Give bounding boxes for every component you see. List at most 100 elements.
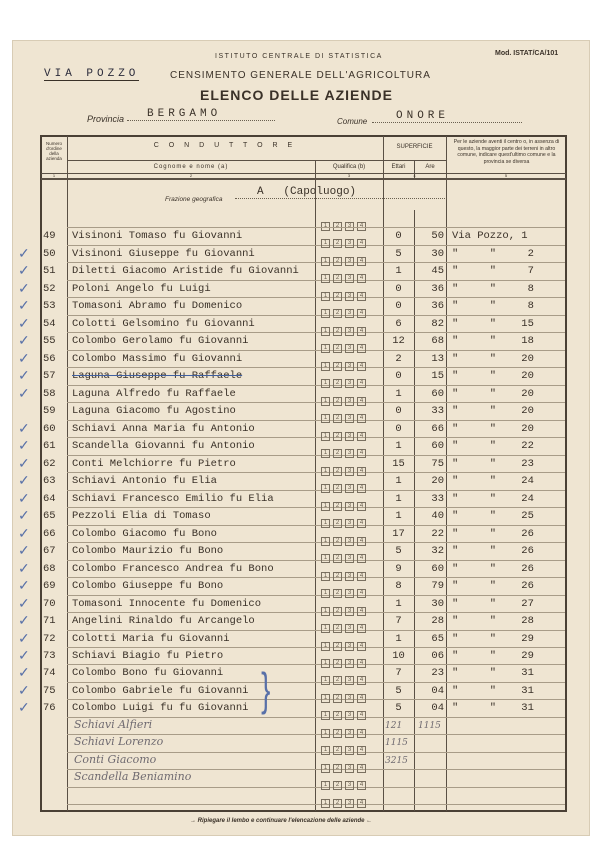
qualifica-option-3[interactable]: 3 — [345, 781, 354, 791]
qualifica-option-2[interactable]: 2 — [333, 606, 342, 616]
qualifica-option-4[interactable]: 4 — [357, 676, 366, 686]
qualifica-option-1[interactable]: 1 — [321, 711, 330, 721]
qualifica-option-1[interactable]: 1 — [321, 449, 330, 459]
qualifica-option-1[interactable]: 1 — [321, 589, 330, 599]
qualifica-option-1[interactable]: 1 — [321, 554, 330, 564]
qualifica-option-1[interactable]: 1 — [321, 274, 330, 284]
qualifica-option-1[interactable]: 1 — [321, 239, 330, 249]
qualifica-option-2[interactable]: 2 — [333, 256, 342, 266]
qualifica-option-4[interactable]: 4 — [357, 484, 366, 494]
qualifica-option-1[interactable]: 1 — [321, 746, 330, 756]
qualifica-option-2[interactable]: 2 — [333, 554, 342, 564]
qualifica-option-1[interactable]: 1 — [321, 414, 330, 424]
qualifica-option-2[interactable]: 2 — [333, 449, 342, 459]
qualifica-option-1[interactable]: 1 — [321, 728, 330, 738]
qualifica-option-3[interactable]: 3 — [345, 728, 354, 738]
qualifica-option-2[interactable]: 2 — [333, 291, 342, 301]
qualifica-option-3[interactable]: 3 — [345, 309, 354, 319]
qualifica-option-2[interactable]: 2 — [333, 711, 342, 721]
qualifica-option-3[interactable]: 3 — [345, 484, 354, 494]
qualifica-option-4[interactable]: 4 — [357, 571, 366, 581]
qualifica-option-3[interactable]: 3 — [345, 589, 354, 599]
qualifica-option-2[interactable]: 2 — [333, 728, 342, 738]
qualifica-option-4[interactable]: 4 — [357, 466, 366, 476]
qualifica-option-4[interactable]: 4 — [357, 274, 366, 284]
qualifica-option-1[interactable]: 1 — [321, 396, 330, 406]
qualifica-option-2[interactable]: 2 — [333, 536, 342, 546]
qualifica-option-1[interactable]: 1 — [321, 659, 330, 668]
qualifica-option-4[interactable]: 4 — [357, 519, 366, 529]
qualifica-option-3[interactable]: 3 — [345, 659, 354, 668]
qualifica-option-3[interactable]: 3 — [345, 554, 354, 564]
qualifica-option-4[interactable]: 4 — [357, 641, 366, 651]
qualifica-option-3[interactable]: 3 — [345, 449, 354, 459]
qualifica-option-4[interactable]: 4 — [357, 554, 366, 564]
qualifica-option-3[interactable]: 3 — [345, 361, 354, 371]
qualifica-option-3[interactable]: 3 — [345, 519, 354, 529]
qualifica-option-2[interactable]: 2 — [333, 344, 342, 354]
qualifica-option-4[interactable]: 4 — [357, 239, 366, 249]
qualifica-option-4[interactable]: 4 — [357, 781, 366, 791]
qualifica-option-1[interactable]: 1 — [321, 676, 330, 686]
qualifica-option-1[interactable]: 1 — [321, 256, 330, 266]
qualifica-option-3[interactable]: 3 — [345, 676, 354, 686]
qualifica-option-1[interactable]: 1 — [321, 571, 330, 581]
qualifica-option-2[interactable]: 2 — [333, 361, 342, 371]
qualifica-option-2[interactable]: 2 — [333, 798, 342, 808]
qualifica-option-1[interactable]: 1 — [321, 344, 330, 354]
qualifica-option-3[interactable]: 3 — [345, 798, 354, 808]
qualifica-option-1[interactable]: 1 — [321, 309, 330, 319]
qualifica-option-3[interactable]: 3 — [345, 379, 354, 389]
qualifica-option-3[interactable]: 3 — [345, 239, 354, 249]
qualifica-option-2[interactable]: 2 — [333, 763, 342, 773]
qualifica-option-1[interactable]: 1 — [321, 606, 330, 616]
qualifica-option-4[interactable]: 4 — [357, 606, 366, 616]
qualifica-option-3[interactable]: 3 — [345, 763, 354, 773]
qualifica-option-2[interactable]: 2 — [333, 693, 342, 703]
qualifica-option-4[interactable]: 4 — [357, 589, 366, 599]
qualifica-option-3[interactable]: 3 — [345, 746, 354, 756]
qualifica-option-2[interactable]: 2 — [333, 431, 342, 441]
qualifica-option-2[interactable]: 2 — [333, 414, 342, 424]
qualifica-option-2[interactable]: 2 — [333, 676, 342, 686]
qualifica-option-4[interactable]: 4 — [357, 344, 366, 354]
qualifica-option-2[interactable]: 2 — [333, 501, 342, 511]
qualifica-option-3[interactable]: 3 — [345, 466, 354, 476]
qualifica-option-2[interactable]: 2 — [333, 659, 342, 668]
qualifica-option-1[interactable]: 1 — [321, 501, 330, 511]
qualifica-option-3[interactable]: 3 — [345, 326, 354, 336]
qualifica-option-2[interactable]: 2 — [333, 466, 342, 476]
qualifica-option-4[interactable]: 4 — [357, 501, 366, 511]
qualifica-option-4[interactable]: 4 — [357, 379, 366, 389]
qualifica-option-1[interactable]: 1 — [321, 536, 330, 546]
qualifica-option-2[interactable]: 2 — [333, 746, 342, 756]
qualifica-option-3[interactable]: 3 — [345, 222, 354, 231]
qualifica-option-2[interactable]: 2 — [333, 379, 342, 389]
qualifica-option-4[interactable]: 4 — [357, 256, 366, 266]
qualifica-option-3[interactable]: 3 — [345, 256, 354, 266]
qualifica-option-1[interactable]: 1 — [321, 466, 330, 476]
qualifica-option-2[interactable]: 2 — [333, 781, 342, 791]
qualifica-option-4[interactable]: 4 — [357, 693, 366, 703]
qualifica-option-1[interactable]: 1 — [321, 222, 330, 231]
qualifica-option-2[interactable]: 2 — [333, 309, 342, 319]
qualifica-option-4[interactable]: 4 — [357, 326, 366, 336]
qualifica-option-3[interactable]: 3 — [345, 291, 354, 301]
qualifica-option-1[interactable]: 1 — [321, 693, 330, 703]
qualifica-option-4[interactable]: 4 — [357, 291, 366, 301]
qualifica-option-3[interactable]: 3 — [345, 414, 354, 424]
qualifica-option-3[interactable]: 3 — [345, 274, 354, 284]
qualifica-option-4[interactable]: 4 — [357, 798, 366, 808]
qualifica-option-4[interactable]: 4 — [357, 711, 366, 721]
qualifica-option-3[interactable]: 3 — [345, 536, 354, 546]
qualifica-option-1[interactable]: 1 — [321, 484, 330, 494]
qualifica-option-2[interactable]: 2 — [333, 624, 342, 634]
qualifica-option-1[interactable]: 1 — [321, 641, 330, 651]
qualifica-option-1[interactable]: 1 — [321, 326, 330, 336]
qualifica-option-3[interactable]: 3 — [345, 344, 354, 354]
qualifica-option-4[interactable]: 4 — [357, 728, 366, 738]
qualifica-option-1[interactable]: 1 — [321, 361, 330, 371]
qualifica-option-2[interactable]: 2 — [333, 222, 342, 231]
qualifica-option-3[interactable]: 3 — [345, 501, 354, 511]
qualifica-option-4[interactable]: 4 — [357, 624, 366, 634]
